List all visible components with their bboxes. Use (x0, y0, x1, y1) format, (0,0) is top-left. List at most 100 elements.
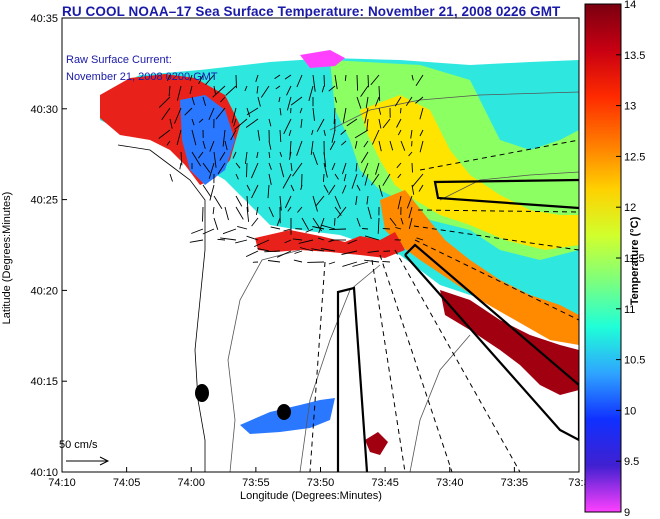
current-vector (333, 107, 336, 124)
current-vector (158, 96, 171, 108)
colorbar-tick-label: 13 (624, 101, 636, 113)
current-vector (311, 129, 314, 136)
current-vector (416, 237, 424, 241)
current-vector (179, 162, 182, 170)
current-vector (230, 129, 237, 141)
current-vector (378, 184, 383, 197)
current-vector (290, 184, 295, 192)
current-vector (166, 140, 171, 146)
current-vector (260, 85, 270, 98)
current-vector (202, 228, 215, 235)
current-vector (360, 151, 369, 164)
current-vector (255, 206, 259, 215)
current-vector (341, 162, 347, 175)
colorbar-tick-label: 10 (624, 405, 636, 417)
y-tick-label: 40:10 (30, 467, 58, 479)
current-vector (371, 129, 380, 145)
current-vector (191, 151, 202, 167)
current-vector (397, 129, 402, 136)
current-vector (268, 173, 272, 185)
current-vector (198, 74, 204, 85)
colorbar-tick-label: 13.5 (624, 50, 645, 62)
sst-red-nearshore (255, 230, 405, 258)
sst-darkred-shelf (440, 290, 579, 395)
current-vector (191, 96, 195, 106)
current-vector (292, 162, 303, 177)
current-vector (158, 129, 171, 139)
current-vector (382, 118, 391, 129)
colorbar-label: Temperature (°C) (629, 216, 641, 306)
current-vector (355, 195, 358, 206)
current-vector (245, 118, 259, 128)
sst-yellow-region (360, 95, 579, 250)
y-tick-label: 40:35 (30, 13, 58, 25)
y-axis: 40:35 40:30 40:25 40:20 40:15 40:10 (30, 13, 67, 479)
current-vector (244, 85, 248, 92)
current-vector (316, 118, 325, 132)
current-vector (340, 129, 347, 135)
isobath-2 (299, 264, 381, 472)
current-vector (219, 151, 226, 161)
current-vector (202, 206, 204, 222)
current-vector (419, 107, 424, 120)
colorbar-tick-label: 10.5 (624, 355, 645, 367)
y-tick-label: 40:15 (30, 376, 58, 388)
current-vector (341, 184, 347, 194)
current-vector (400, 140, 406, 151)
current-vector (198, 118, 204, 123)
current-vector (217, 162, 226, 175)
current-vector (352, 261, 369, 267)
current-vector (283, 118, 292, 135)
y-tick-label: 40:20 (30, 285, 58, 297)
x-tick-label: 73:3 (568, 477, 589, 489)
current-vector (202, 162, 211, 173)
sst-blue-patch (180, 95, 235, 185)
current-vector (321, 85, 325, 93)
current-vector (257, 248, 270, 252)
current-vector (406, 195, 413, 209)
current-vector (166, 74, 171, 81)
current-vector (232, 151, 237, 159)
current-vector (312, 226, 325, 230)
current-vector (415, 74, 424, 86)
current-vector (378, 140, 382, 152)
current-vector (246, 107, 259, 116)
current-vector (267, 184, 270, 199)
current-vector (189, 85, 193, 95)
current-vector (366, 118, 369, 131)
current-vector (251, 217, 259, 227)
sst-red-spot (365, 432, 388, 455)
current-vector (323, 162, 328, 178)
current-vector (396, 162, 402, 169)
current-label-line1: Raw Surface Current: (66, 54, 172, 66)
current-vector (191, 118, 195, 126)
station-marker-east (277, 404, 291, 420)
current-vector (267, 260, 281, 263)
current-vector (244, 151, 248, 165)
current-vector (356, 184, 361, 191)
current-vector (415, 96, 424, 104)
colorbar-tick-label: 12 (624, 202, 636, 214)
current-vector (220, 96, 226, 103)
current-vector (296, 140, 303, 156)
current-vector (397, 173, 402, 179)
current-vector (323, 74, 325, 87)
current-vector (411, 173, 424, 188)
current-vector (289, 140, 292, 156)
current-vector (256, 151, 259, 159)
current-vector (293, 259, 303, 263)
current-vector (191, 129, 197, 146)
current-vector (394, 96, 402, 107)
current-vectors (158, 74, 424, 267)
transect-box-southeast (404, 243, 579, 442)
colorbar (584, 3, 622, 513)
current-vector (246, 184, 251, 191)
current-vector (323, 129, 326, 137)
current-vector (202, 140, 206, 149)
current-vector (161, 107, 171, 121)
current-vector (334, 217, 336, 226)
isobath-4 (439, 171, 579, 201)
sst-magenta-top (300, 50, 345, 68)
current-vector (288, 129, 292, 136)
